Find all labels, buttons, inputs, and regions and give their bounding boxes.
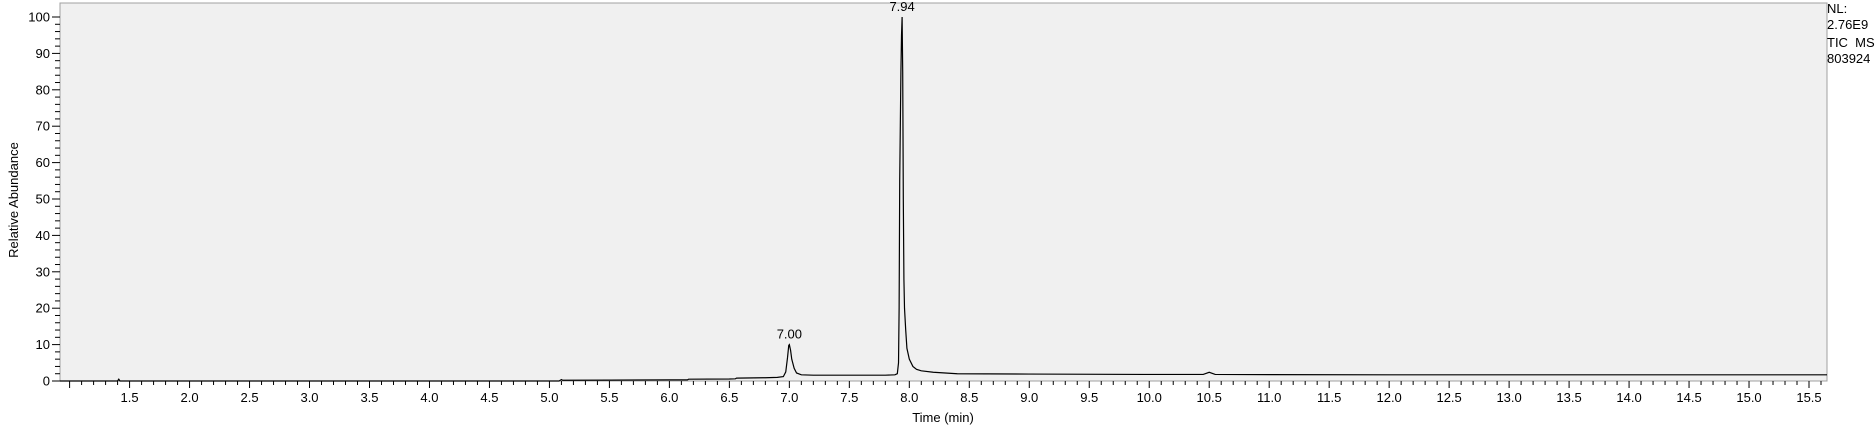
peak-labels: 7.00 7.94 (777, 0, 915, 342)
y-tick-label: 20 (36, 301, 50, 316)
x-tick-label: 3.5 (360, 390, 378, 405)
x-tick-label: 11.5 (1317, 390, 1341, 405)
x-tick-label: 5.0 (540, 390, 558, 405)
x-tick-label: 15.0 (1736, 390, 1761, 405)
peak-label: 7.00 (777, 327, 802, 342)
tic-trace-line (60, 16, 1827, 382)
x-tick-label: 14.0 (1616, 390, 1641, 405)
x-tick-label: 9.0 (1020, 390, 1038, 405)
x-tick-label: 3.0 (300, 390, 318, 405)
x-tick-label: 6.5 (720, 390, 738, 405)
x-tick-label: 2.0 (181, 390, 199, 405)
y-tick-label: 90 (36, 46, 50, 61)
x-tick-label: 15.5 (1796, 390, 1821, 405)
y-tick-label: 30 (36, 264, 50, 279)
x-tick-label: 13.0 (1496, 390, 1521, 405)
x-tick-label: 13.5 (1556, 390, 1581, 405)
x-tick-label: 10.5 (1197, 390, 1222, 405)
y-tick-label: 50 (36, 192, 50, 207)
x-tick-label: 4.0 (420, 390, 438, 405)
y-axis-title: Relative Abundance (6, 142, 21, 258)
info-scan-type: TIC MS (1827, 35, 1875, 50)
y-tick-label: 80 (36, 82, 50, 97)
x-tick-label: 5.5 (600, 390, 618, 405)
x-tick-label: 9.5 (1080, 390, 1098, 405)
x-tick-label: 10.0 (1137, 390, 1162, 405)
plot-area (59, 2, 1828, 382)
y-tick-label: 0 (43, 374, 50, 389)
x-tick-label: 12.0 (1376, 390, 1401, 405)
x-axis: 1.5 2.0 2.5 3.0 3.5 4.0 4.5 5.0 5.5 6.0 6.5 7.0 7.5 8… (69, 381, 1822, 405)
y-tick-label: 40 (36, 228, 50, 243)
y-tick-label: 100 (28, 10, 50, 25)
info-nl-value: 2.76E9 (1827, 17, 1868, 32)
info-nl-label: NL: (1827, 1, 1847, 16)
info-file-id: 803924 (1827, 51, 1870, 66)
x-tick-label: 8.0 (900, 390, 918, 405)
x-tick-label: 2.5 (240, 390, 258, 405)
x-tick-label: 8.5 (960, 390, 978, 405)
y-tick-label: 10 (36, 337, 50, 352)
x-tick-label: 14.5 (1676, 390, 1701, 405)
x-tick-label: 4.5 (480, 390, 498, 405)
info-block: NL: 2.76E9 TIC MS 803924 (1827, 1, 1875, 66)
x-tick-label: 11.0 (1257, 390, 1281, 405)
y-tick-label: 60 (36, 155, 50, 170)
peak-label: 7.94 (889, 0, 914, 14)
x-tick-label: 1.5 (121, 390, 139, 405)
y-tick-label: 70 (36, 119, 50, 134)
x-tick-label: 7.0 (780, 390, 798, 405)
y-axis: 0 10 20 30 40 50 60 70 80 90 100 (28, 10, 60, 389)
x-tick-label: 12.5 (1436, 390, 1461, 405)
x-tick-label: 6.0 (660, 390, 678, 405)
x-tick-label: 7.5 (840, 390, 858, 405)
x-axis-title: Time (min) (912, 410, 974, 425)
